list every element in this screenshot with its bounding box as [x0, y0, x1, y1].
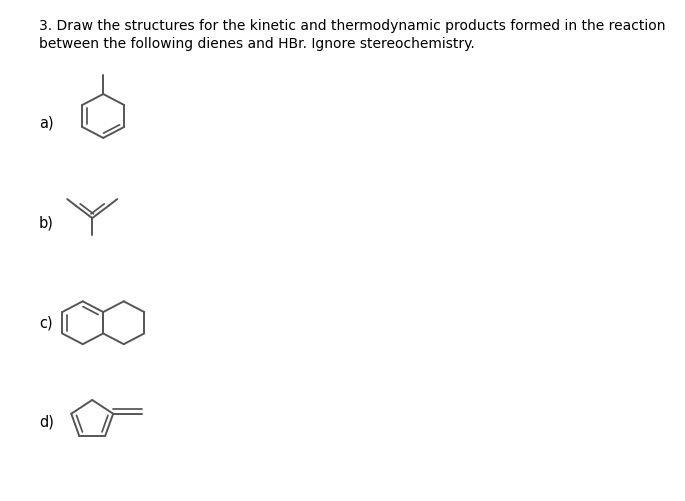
Text: c): c)	[39, 315, 53, 330]
Text: d): d)	[39, 415, 53, 430]
Text: a): a)	[39, 116, 53, 131]
Text: 3. Draw the structures for the kinetic and thermodynamic products formed in the : 3. Draw the structures for the kinetic a…	[39, 19, 665, 51]
Text: b): b)	[39, 215, 53, 230]
